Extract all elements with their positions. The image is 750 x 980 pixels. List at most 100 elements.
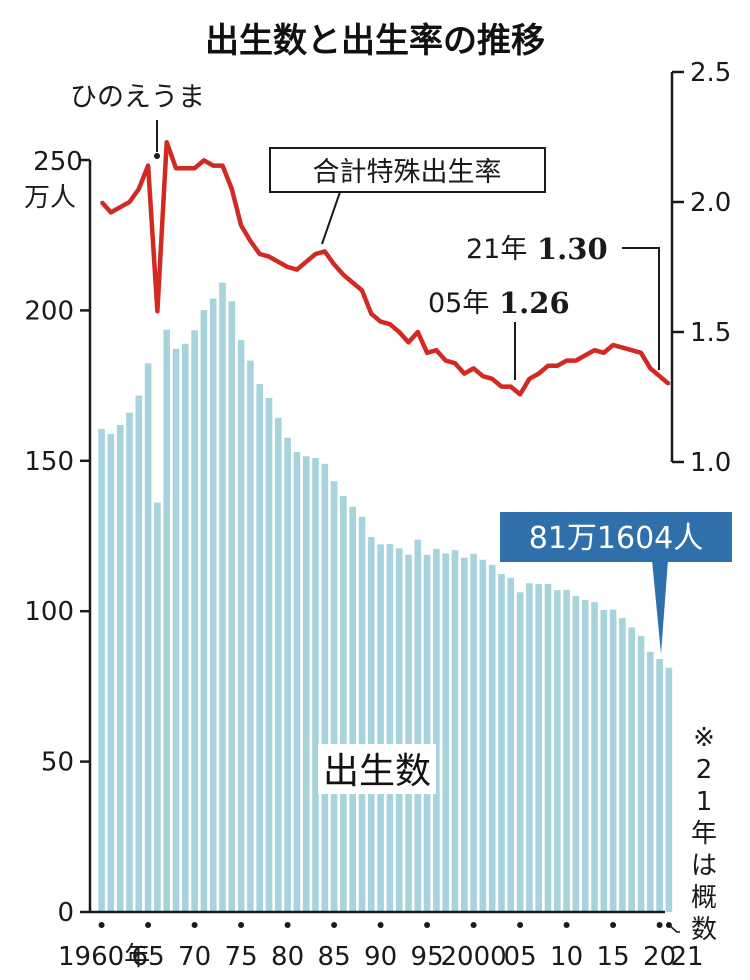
tfr-point-1988 bbox=[360, 289, 364, 292]
tfr-point-2011 bbox=[574, 359, 578, 362]
birth-bar-1992 bbox=[395, 548, 403, 912]
birth-bar-1979 bbox=[275, 417, 282, 912]
birth-bar-1974 bbox=[228, 301, 236, 913]
birth-bar-1965 bbox=[144, 363, 152, 912]
chart-title: 出生数と出生率の推移 bbox=[205, 21, 545, 61]
x-tick-mark bbox=[656, 922, 663, 928]
birth-bar-1968 bbox=[172, 348, 180, 912]
left-tick-label: 100 bbox=[24, 597, 74, 627]
birth-bar-1963 bbox=[126, 412, 133, 912]
x-tick-mark bbox=[98, 922, 105, 928]
label-2021-leader bbox=[622, 247, 660, 370]
latest-callout-box bbox=[500, 512, 732, 562]
tfr-point-1992 bbox=[398, 330, 401, 334]
birth-bar-1994 bbox=[414, 539, 422, 912]
tfr-point-2007 bbox=[537, 372, 540, 375]
right-tick-label: 2.0 bbox=[690, 188, 731, 218]
x-tick-label: 75 bbox=[225, 942, 258, 972]
birth-bar-1989 bbox=[368, 536, 375, 912]
tfr-point-2003 bbox=[500, 385, 503, 388]
birth-bar-2006 bbox=[526, 583, 533, 912]
tfr-label-box bbox=[269, 147, 546, 193]
tfr-point-1985 bbox=[332, 263, 336, 266]
tfr-point-2006 bbox=[528, 377, 531, 380]
birth-bar-2015 bbox=[609, 609, 617, 912]
note-char: 1 bbox=[696, 787, 713, 817]
x-tick-label: 20 bbox=[643, 942, 676, 972]
birth-bar-2012 bbox=[581, 600, 589, 912]
tfr-point-2001 bbox=[481, 375, 485, 378]
tfr-point-2015 bbox=[611, 343, 615, 347]
tfr-point-1983 bbox=[314, 252, 317, 256]
x-tick-label: 95 bbox=[411, 942, 444, 972]
births-label-box bbox=[318, 744, 436, 794]
x-tick-mark bbox=[563, 922, 570, 928]
tfr-point-1993 bbox=[407, 341, 410, 344]
birth-bar-1985 bbox=[330, 481, 338, 912]
birth-bar-2009 bbox=[554, 590, 561, 912]
birth-bar-2013 bbox=[591, 602, 598, 912]
tfr-point-1979 bbox=[277, 260, 280, 263]
birth-bar-1996 bbox=[433, 548, 440, 912]
birth-bar-1998 bbox=[451, 550, 459, 912]
birth-bar-1977 bbox=[256, 384, 263, 912]
birth-bar-2014 bbox=[600, 609, 608, 912]
x-tick-mark bbox=[517, 922, 524, 928]
birth-bar-1997 bbox=[442, 553, 449, 912]
birth-bar-2002 bbox=[488, 564, 496, 912]
birth-bar-2019 bbox=[647, 651, 654, 912]
note-char: ※ bbox=[693, 723, 715, 753]
tfr-points bbox=[100, 141, 671, 396]
x-tick-label: 05 bbox=[504, 942, 537, 972]
left-tick-label: 50 bbox=[41, 748, 74, 778]
latest-callout-pointer bbox=[652, 560, 668, 654]
birth-bar-2007 bbox=[535, 584, 542, 912]
birth-bar-2005 bbox=[516, 592, 524, 912]
left-tick-label: 0 bbox=[57, 898, 74, 928]
birth-bar-2021 bbox=[665, 667, 673, 912]
birth-bar-1978 bbox=[265, 397, 273, 912]
left-axis-unit: 万人 bbox=[24, 183, 76, 213]
left-axis-top-tick: 250 bbox=[33, 147, 83, 177]
birth-bar-1972 bbox=[209, 298, 217, 912]
birth-bar-1962 bbox=[116, 425, 124, 912]
x-tick-mark bbox=[284, 922, 291, 928]
right-tick-label: 1.0 bbox=[690, 448, 731, 478]
birth-bar-1966 bbox=[154, 502, 161, 912]
tfr-point-1971 bbox=[202, 159, 206, 162]
x-tick-mark bbox=[377, 922, 384, 928]
tfr-point-2012 bbox=[584, 354, 587, 357]
x-tick-label: 70 bbox=[178, 942, 211, 972]
right-tick-label: 2.5 bbox=[690, 58, 731, 88]
birth-bar-2000 bbox=[470, 553, 477, 912]
tfr-point-1968 bbox=[174, 167, 178, 170]
tfr-point-1965 bbox=[146, 164, 150, 167]
tfr-point-2016 bbox=[621, 346, 624, 349]
birth-bar-1973 bbox=[219, 282, 226, 912]
birth-bar-2008 bbox=[544, 583, 552, 912]
birth-bar-1976 bbox=[247, 360, 254, 912]
tfr-point-1995 bbox=[425, 351, 429, 354]
note-char: は bbox=[691, 851, 717, 881]
tfr-point-1981 bbox=[295, 268, 299, 271]
tfr-point-2019 bbox=[649, 367, 652, 370]
right-tick-label: 1.5 bbox=[690, 318, 731, 348]
tfr-point-2005 bbox=[518, 393, 522, 396]
birth-bar-1986 bbox=[340, 495, 347, 912]
tfr-point-2010 bbox=[565, 359, 568, 362]
birth-bar-2017 bbox=[628, 627, 635, 912]
x-tick-label: 80 bbox=[271, 942, 304, 972]
x-tick-mark bbox=[238, 922, 245, 928]
tfr-point-1997 bbox=[444, 359, 447, 362]
birth-bar-1975 bbox=[237, 340, 245, 912]
x-tick-label: 2000 bbox=[441, 942, 507, 972]
note-char: 年 bbox=[691, 819, 717, 849]
x-tick-mark bbox=[610, 922, 617, 928]
tfr-point-1990 bbox=[379, 320, 382, 323]
tfr-point-1996 bbox=[435, 349, 438, 352]
tfr-point-2020 bbox=[658, 375, 661, 378]
x-tick-label: 90 bbox=[364, 942, 397, 972]
x-tick-label: 65 bbox=[132, 942, 165, 972]
tfr-point-1960 bbox=[100, 200, 103, 204]
